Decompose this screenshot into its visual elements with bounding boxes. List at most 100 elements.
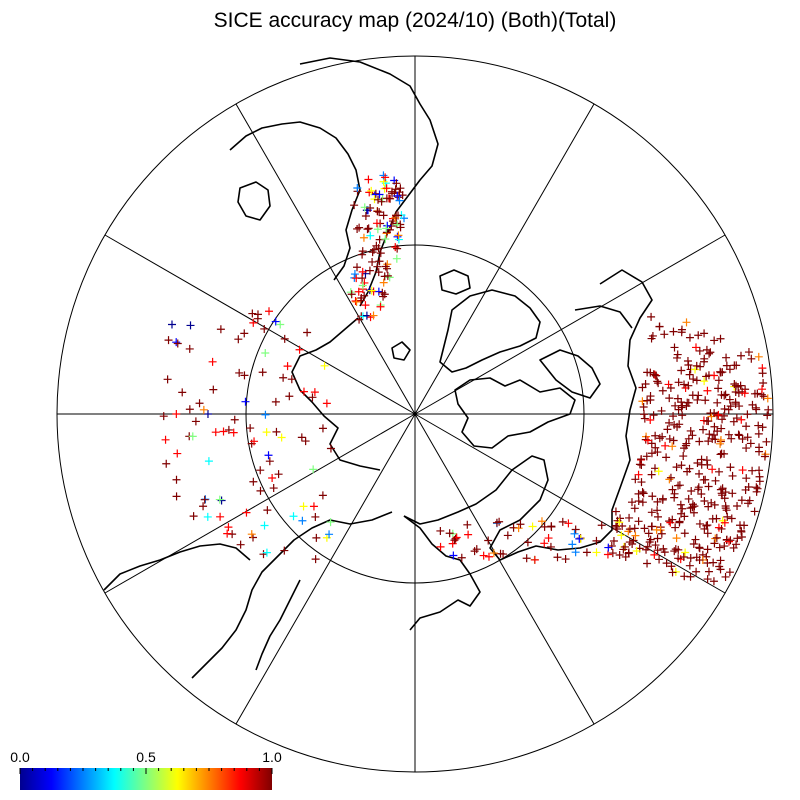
observation-marker: [742, 474, 751, 483]
observation-marker: [703, 521, 712, 530]
observation-marker: [752, 405, 761, 414]
observation-marker: [298, 516, 307, 525]
observation-marker: [514, 524, 523, 533]
observation-marker: [657, 406, 666, 415]
observation-marker: [763, 394, 772, 403]
observation-marker: [564, 519, 573, 528]
observation-marker: [700, 377, 709, 386]
observation-marker: [668, 485, 677, 494]
observation-marker: [249, 533, 258, 542]
observation-marker: [682, 318, 691, 327]
observation-marker: [720, 411, 729, 420]
observation-marker: [188, 432, 197, 441]
observation-marker: [215, 495, 224, 504]
observation-marker: [451, 534, 460, 543]
observation-marker: [561, 555, 570, 564]
observation-marker: [436, 526, 445, 535]
observation-marker: [735, 431, 744, 440]
observation-marker: [750, 507, 759, 516]
observation-marker: [172, 410, 181, 418]
observation-marker: [537, 517, 546, 526]
observation-marker: [654, 467, 663, 476]
observation-marker: [530, 555, 539, 564]
observation-marker: [312, 533, 321, 542]
observation-marker: [320, 361, 329, 370]
observation-marker: [326, 444, 335, 453]
observation-marker: [373, 262, 382, 271]
observation-marker: [358, 281, 367, 290]
meridian-line: [414, 413, 595, 725]
observation-marker: [647, 508, 656, 517]
observation-marker: [653, 534, 662, 543]
observation-marker: [670, 343, 679, 352]
observation-marker: [665, 475, 674, 484]
observation-marker: [672, 534, 681, 543]
observation-marker: [301, 437, 310, 446]
observation-marker: [263, 506, 272, 515]
observation-marker: [718, 516, 727, 525]
observation-marker: [648, 522, 657, 531]
observation-marker: [448, 539, 457, 548]
observation-marker: [674, 554, 683, 563]
observation-marker: [748, 466, 757, 475]
observation-marker: [258, 368, 267, 377]
observation-marker: [185, 344, 194, 353]
observation-marker: [280, 334, 289, 343]
observation-marker: [272, 427, 281, 436]
meridian-line: [414, 103, 595, 415]
observation-marker: [634, 497, 643, 506]
observation-marker: [268, 474, 277, 483]
observation-marker: [758, 385, 767, 394]
observation-marker: [671, 523, 680, 532]
observation-marker: [681, 441, 690, 450]
observation-marker: [742, 444, 751, 453]
observation-marker: [668, 515, 677, 524]
observation-marker: [674, 481, 683, 490]
observation-marker: [758, 423, 767, 432]
observation-marker: [352, 297, 361, 306]
observation-marker: [229, 428, 238, 437]
observation-marker: [644, 529, 653, 538]
observation-marker: [365, 266, 374, 275]
observation-marker: [671, 401, 680, 410]
observation-marker: [704, 502, 713, 511]
observation-marker: [264, 451, 273, 460]
observation-marker: [638, 498, 647, 507]
observation-marker: [734, 382, 743, 391]
observation-marker: [163, 375, 172, 384]
meridian-line: [235, 103, 416, 415]
observation-marker: [754, 352, 763, 361]
observation-marker: [646, 416, 655, 425]
observation-marker: [256, 466, 265, 475]
observation-marker: [720, 518, 729, 527]
observation-marker: [710, 539, 719, 548]
observation-marker: [204, 457, 213, 466]
observation-marker: [369, 311, 378, 320]
observation-marker: [685, 333, 694, 342]
observation-marker: [762, 437, 771, 446]
observation-marker: [692, 361, 701, 370]
observation-marker: [370, 195, 379, 204]
observation-marker: [685, 464, 694, 473]
observation-marker: [673, 350, 682, 359]
observation-marker: [678, 411, 687, 420]
observation-marker: [523, 538, 532, 547]
observation-markers: [159, 171, 773, 586]
observation-marker: [741, 485, 750, 494]
observation-marker: [372, 241, 381, 250]
observation-marker: [678, 401, 687, 410]
observation-marker: [631, 475, 640, 484]
observation-marker: [279, 373, 288, 382]
observation-marker: [673, 394, 682, 403]
observation-marker: [625, 538, 634, 547]
observation-marker: [724, 405, 733, 414]
observation-marker: [209, 385, 218, 394]
observation-marker: [758, 369, 767, 378]
observation-marker: [271, 317, 280, 326]
observation-marker: [261, 410, 270, 419]
observation-marker: [248, 309, 257, 318]
observation-marker: [392, 211, 401, 220]
coast-svalbard: [391, 341, 411, 361]
observation-marker: [700, 496, 709, 505]
observation-marker: [639, 489, 648, 498]
